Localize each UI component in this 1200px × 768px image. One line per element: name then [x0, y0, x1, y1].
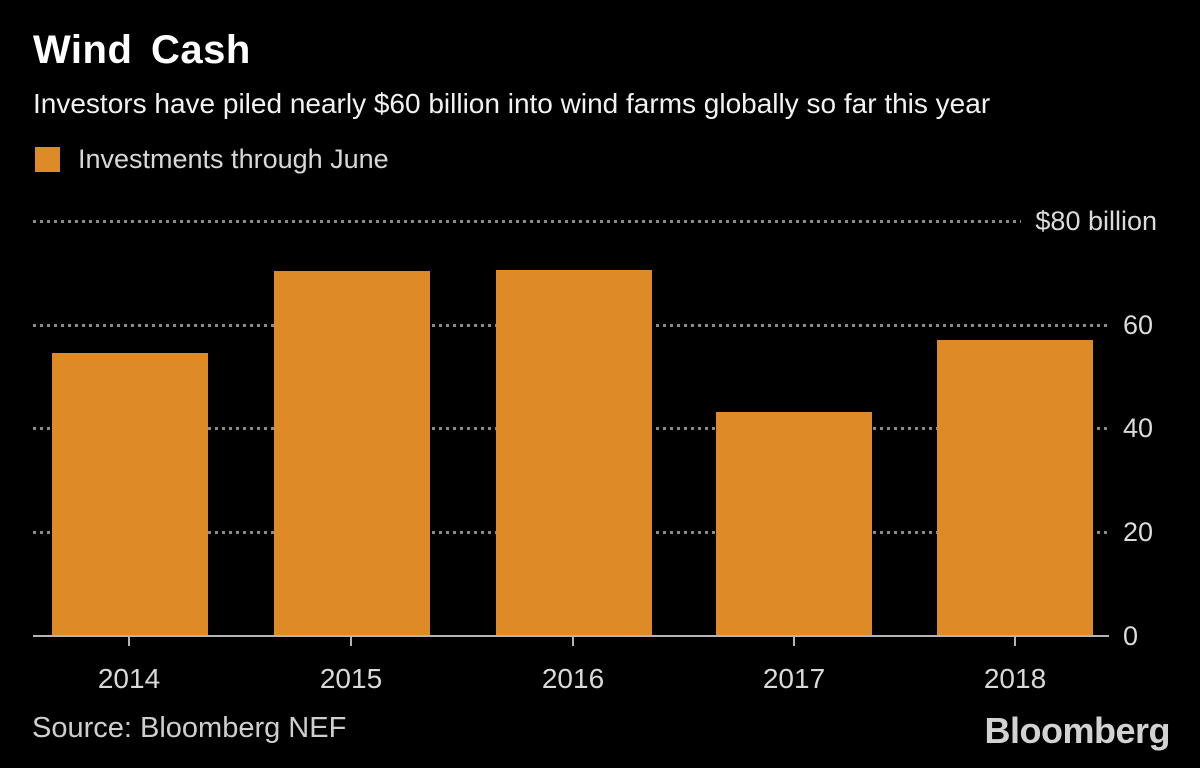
bar-2017: [716, 411, 872, 636]
xlabel-2016: 2016: [541, 663, 605, 694]
xtick-2018: [1014, 637, 1016, 646]
x-axis-baseline: [33, 635, 1109, 637]
xtick-2015: [350, 637, 352, 646]
ytick-label-0: 0: [1123, 620, 1139, 651]
ytick-label-60: 60: [1123, 309, 1154, 340]
legend-swatch-icon: [35, 147, 60, 172]
ytick-label-80: $80 billion: [1035, 205, 1157, 236]
bar-series: [33, 221, 1110, 636]
bar-2016: [496, 269, 652, 636]
bar-2014: [52, 353, 208, 636]
xtick-2017: [793, 637, 795, 646]
ytick-label-40: 40: [1123, 412, 1154, 443]
ytick-label-20: 20: [1123, 516, 1154, 547]
gridline-80: [33, 219, 1022, 223]
xlabel-2014: 2014: [97, 663, 161, 694]
chart-subtitle: Investors have piled nearly $60 billion …: [33, 88, 991, 119]
bar-2015: [274, 271, 430, 636]
bar-2018: [937, 339, 1093, 636]
xlabel-2017: 2017: [762, 663, 826, 694]
bloomberg-logo: Bloomberg: [984, 710, 1170, 751]
xlabel-2015: 2015: [319, 663, 383, 694]
legend: Investments through June: [35, 146, 389, 173]
source-note: Source: Bloomberg NEF: [32, 712, 347, 744]
chart-title: Wind Cash: [33, 28, 251, 72]
legend-label: Investments through June: [78, 144, 389, 174]
xtick-2014: [128, 637, 130, 646]
xtick-2016: [572, 637, 574, 646]
xlabel-2018: 2018: [983, 663, 1047, 694]
